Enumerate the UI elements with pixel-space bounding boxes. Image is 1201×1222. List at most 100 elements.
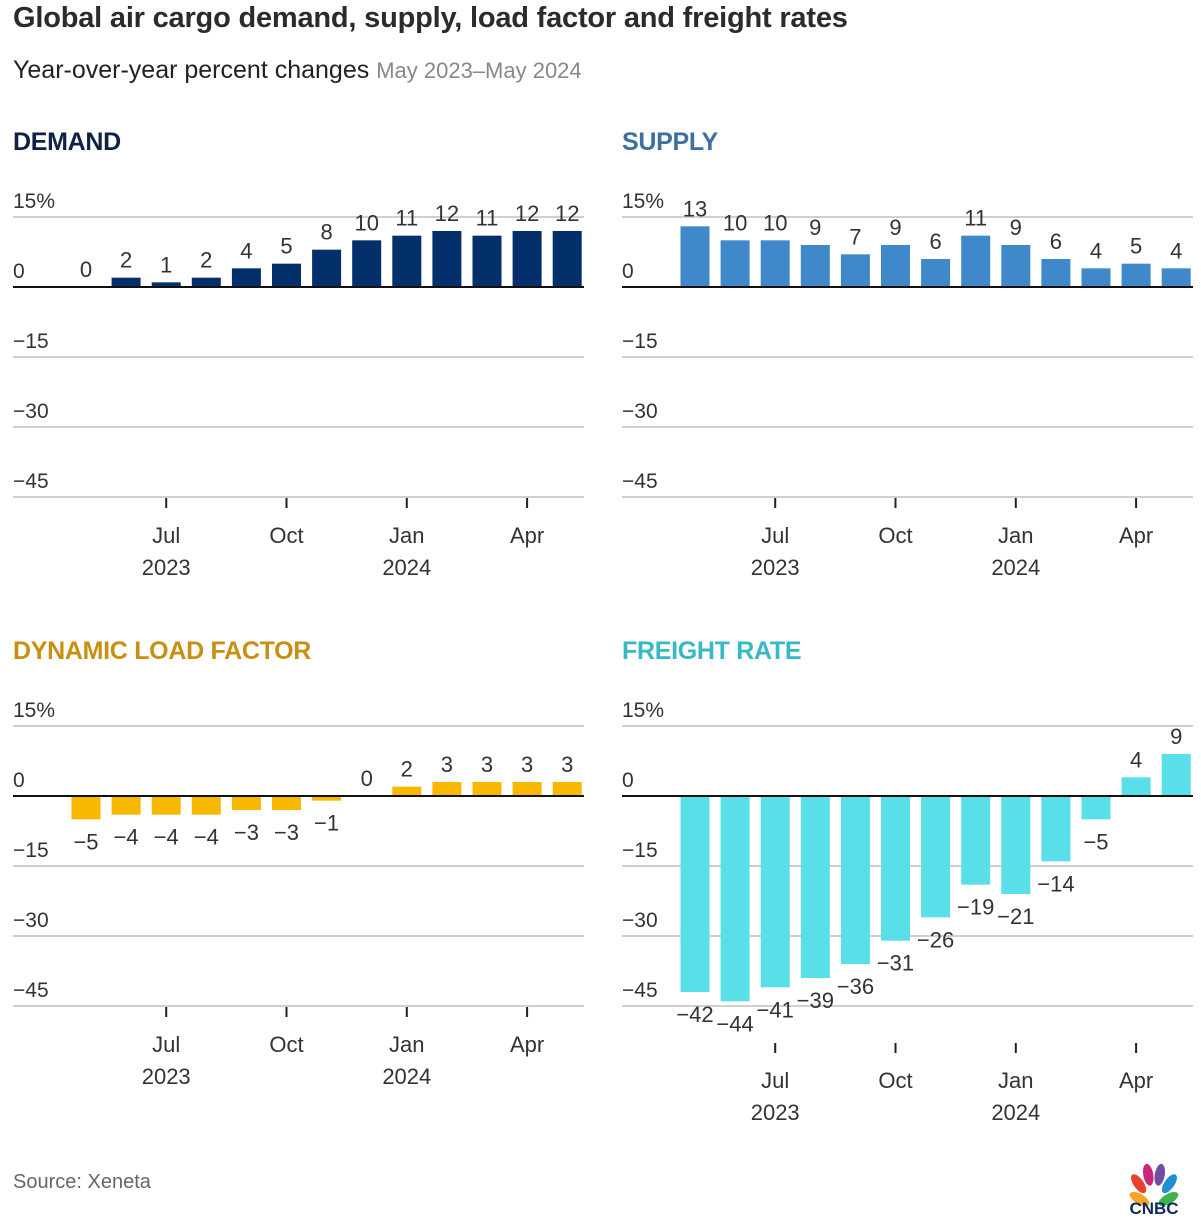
demand-panel: 15%0−15−30−450 2 1 2 4 58 10 11 12 11 12 12Jul2023O… <box>13 190 584 580</box>
bar <box>1121 777 1151 796</box>
x-tick-label: Jul <box>761 523 789 548</box>
data-label: 7 <box>849 224 861 249</box>
bar <box>1121 263 1151 287</box>
data-label: 4 <box>1130 747 1142 772</box>
bar <box>840 796 870 964</box>
x-tick-label: Jan <box>389 1032 424 1057</box>
data-label: −36 <box>837 974 874 999</box>
y-tick-label: 0 <box>13 260 25 283</box>
data-label: 10 <box>763 210 787 235</box>
data-label: −39 <box>797 988 834 1013</box>
cnbc-wordmark: CNBC <box>1129 1199 1178 1216</box>
bar <box>680 226 710 287</box>
x-tick-year: 2023 <box>751 555 800 580</box>
bar <box>71 796 101 820</box>
x-tick-label: Apr <box>510 1032 544 1057</box>
data-label: −5 <box>73 829 98 854</box>
x-tick-label: Apr <box>1119 523 1153 548</box>
data-label: −3 <box>234 820 259 845</box>
bar <box>151 282 181 287</box>
data-label: 2 <box>401 757 413 782</box>
y-tick-label: −15 <box>13 330 49 353</box>
bar <box>760 796 790 988</box>
source-note: Source: Xeneta <box>13 1171 151 1193</box>
bar <box>512 231 542 287</box>
data-label: 1 <box>160 252 172 277</box>
bar <box>231 796 261 810</box>
bar <box>312 249 342 287</box>
bar <box>432 782 462 796</box>
x-tick-label: Apr <box>1119 1068 1153 1093</box>
bar <box>111 796 141 815</box>
data-label: 6 <box>1050 229 1062 254</box>
panel-title-supply: SUPPLY <box>622 128 718 156</box>
data-label: 11 <box>476 206 499 231</box>
y-tick-label: 0 <box>13 769 25 792</box>
bar <box>720 240 750 287</box>
x-tick-label: Jul <box>152 1032 180 1057</box>
bar <box>1041 796 1071 862</box>
y-tick-label: −30 <box>13 909 49 932</box>
x-tick-label: Oct <box>269 1032 303 1057</box>
x-tick-label: Oct <box>878 523 912 548</box>
y-tick-label: 0 <box>622 769 634 792</box>
panel-title-freight-rate: FREIGHT RATE <box>622 637 802 665</box>
bar <box>1161 754 1191 796</box>
chart-title: Global air cargo demand, supply, load fa… <box>13 2 848 34</box>
data-label: 5 <box>1130 234 1142 259</box>
data-label: 12 <box>555 201 579 226</box>
x-tick-label: Apr <box>510 523 544 548</box>
data-label: 5 <box>280 234 292 259</box>
x-tick-year: 2024 <box>382 1064 431 1089</box>
bar <box>921 259 951 287</box>
data-label: −5 <box>1083 829 1108 854</box>
bar <box>921 796 951 918</box>
freight-rate-panel: 15% 0 −15 −30 −45 −42 −44−41 −39−36−31−26−19 −21… <box>622 699 1193 1125</box>
data-label: 10 <box>354 210 378 235</box>
bar <box>961 796 991 885</box>
data-label: 10 <box>723 210 747 235</box>
data-label: −42 <box>676 1002 713 1027</box>
cnbc-logo: CNBC <box>1129 1163 1179 1216</box>
bar <box>111 277 141 287</box>
data-label: 13 <box>683 196 707 221</box>
data-label: 12 <box>435 201 459 226</box>
data-label: 9 <box>1170 724 1182 749</box>
y-tick-label: −15 <box>622 839 658 862</box>
data-label: 4 <box>1090 238 1102 263</box>
peacock-icon <box>1129 1163 1179 1206</box>
bar <box>432 231 462 287</box>
data-label: 3 <box>521 752 533 777</box>
bar <box>352 240 382 287</box>
y-tick-label: −15 <box>13 839 49 862</box>
y-tick-label: −45 <box>13 470 49 493</box>
data-label: −1 <box>314 811 339 836</box>
bar <box>881 245 910 287</box>
data-label: −41 <box>757 997 794 1022</box>
y-tick-label: −45 <box>13 979 49 1002</box>
bar <box>231 268 261 287</box>
y-tick-label: 15% <box>622 699 664 722</box>
x-tick-label: Jan <box>389 523 424 548</box>
bar <box>392 786 422 796</box>
bar <box>312 796 342 801</box>
data-label: 2 <box>120 248 132 273</box>
data-label: 6 <box>929 229 941 254</box>
bar <box>680 796 710 992</box>
bar <box>840 254 870 287</box>
y-tick-label: 15% <box>13 190 55 213</box>
bar <box>552 231 582 287</box>
bar <box>881 796 910 941</box>
y-tick-label: −45 <box>622 979 658 1002</box>
bar <box>392 235 422 287</box>
bar <box>1001 245 1031 287</box>
data-label: 11 <box>395 206 418 231</box>
data-label: −31 <box>877 951 914 976</box>
data-label: −4 <box>114 825 139 850</box>
bar <box>1041 259 1071 287</box>
panel-title-load-factor: DYNAMIC LOAD FACTOR <box>13 637 311 665</box>
bar <box>720 796 750 1002</box>
bar <box>800 796 830 978</box>
y-tick-label: −30 <box>622 909 658 932</box>
